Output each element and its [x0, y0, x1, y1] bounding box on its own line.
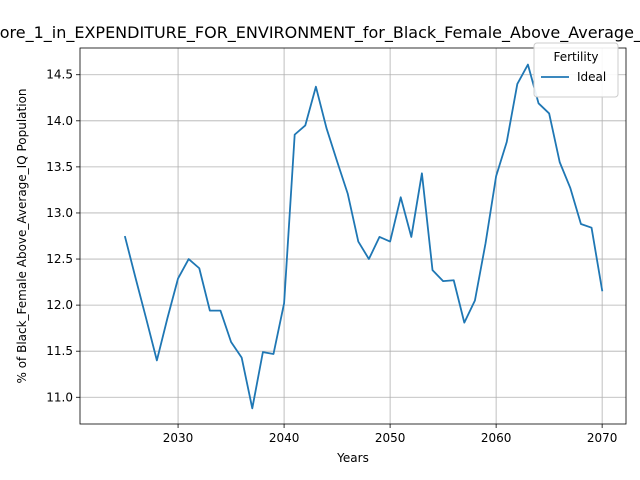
plot-frame	[79, 47, 627, 425]
grid-lines	[80, 48, 626, 424]
x-tick-label: 2040	[269, 431, 300, 445]
legend-title: Fertility	[553, 50, 598, 64]
y-tick-label: 14.5	[46, 68, 73, 82]
legend: Fertility Ideal	[533, 42, 619, 98]
x-axis-label: Years	[336, 451, 369, 465]
series-line-ideal	[123, 63, 604, 410]
y-tick-label: 14.0	[46, 114, 73, 128]
axis-ticks: 2030 2040 2050 2060 2070 11.0 11.5 12.0 12.5 13.0…	[46, 68, 617, 445]
y-axis-label: % of Black_Female Above_Average_IQ Popul…	[15, 88, 29, 383]
x-tick-label: 2070	[587, 431, 618, 445]
chart-title: Score_1_in_EXPENDITURE_FOR_ENVIRONMENT_f…	[0, 23, 640, 43]
x-tick-label: 2030	[163, 431, 194, 445]
x-tick-label: 2060	[481, 431, 512, 445]
series-layer	[123, 63, 604, 410]
legend-box	[533, 42, 619, 98]
x-tick-label: 2050	[375, 431, 406, 445]
y-tick-label: 13.5	[46, 160, 73, 174]
legend-label-ideal: Ideal	[577, 70, 606, 84]
y-tick-label: 11.0	[46, 390, 73, 404]
y-tick-label: 11.5	[46, 344, 73, 358]
y-tick-label: 12.5	[46, 252, 73, 266]
y-tick-label: 12.0	[46, 298, 73, 312]
y-tick-label: 13.0	[46, 206, 73, 220]
